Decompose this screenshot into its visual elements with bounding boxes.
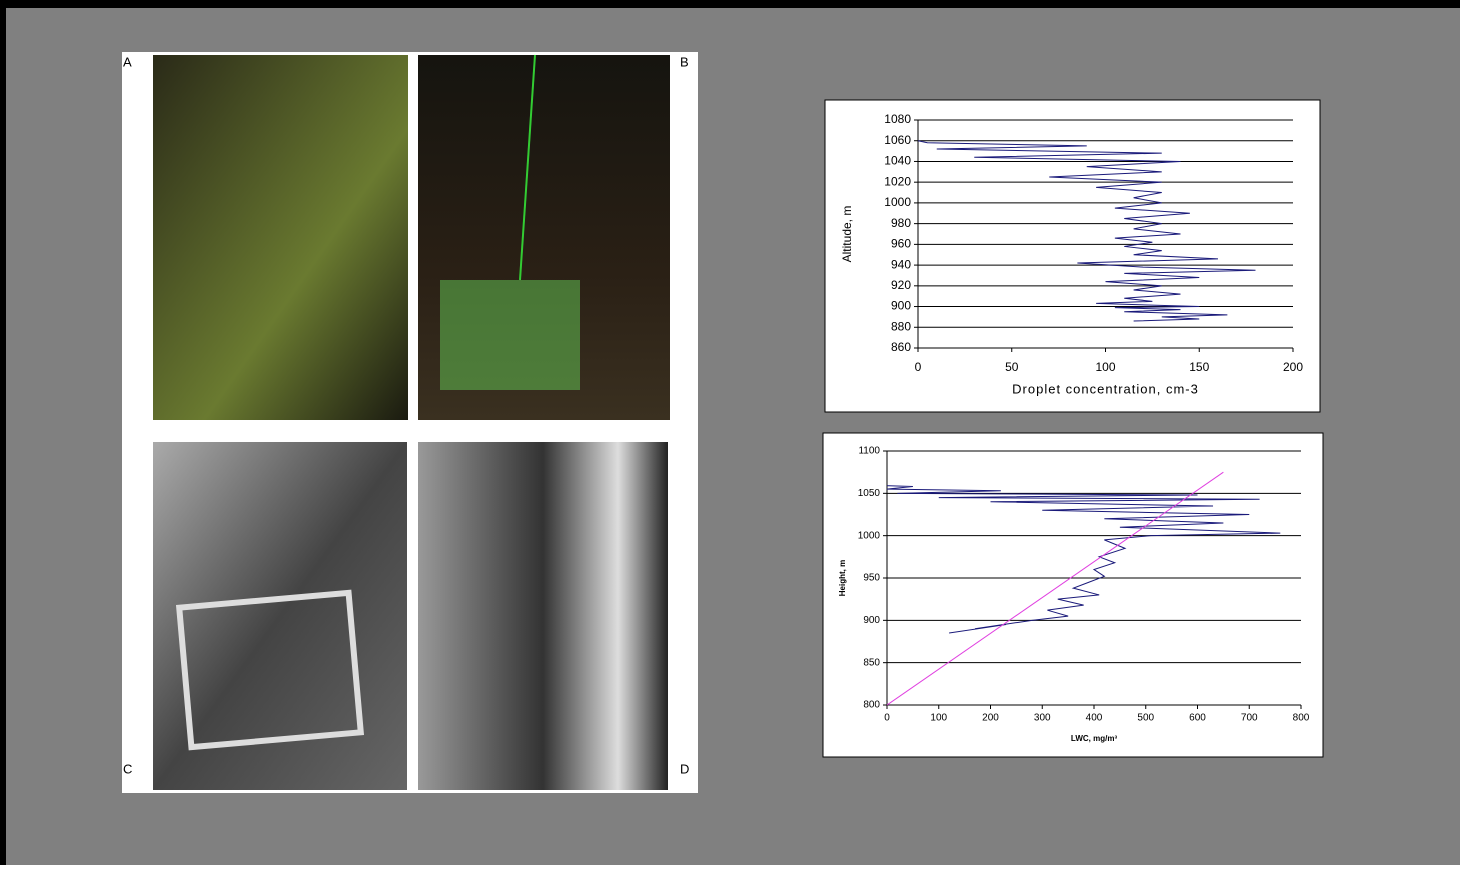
y-tick-label: 800 — [863, 700, 880, 711]
y-tick-label: 960 — [891, 237, 911, 251]
y-axis-label: Altitude, m — [840, 206, 854, 263]
x-tick-label: 400 — [1086, 713, 1103, 724]
y-axis-label: Height, m — [838, 560, 847, 596]
y-tick-label: 1080 — [884, 112, 911, 126]
y-tick-label: 920 — [891, 278, 911, 292]
photo-detail — [440, 280, 580, 390]
panel-label: D — [680, 761, 689, 776]
x-tick-label: 150 — [1189, 360, 1209, 374]
y-tick-label: 880 — [891, 319, 911, 333]
x-tick-label: 300 — [1034, 713, 1051, 724]
x-tick-label: 100 — [1095, 360, 1115, 374]
x-tick-label: 0 — [884, 713, 890, 724]
x-tick-label: 800 — [1293, 713, 1310, 724]
y-tick-label: 1000 — [858, 530, 881, 541]
x-axis-label: Droplet concentration, cm-3 — [1012, 381, 1199, 396]
x-tick-label: 100 — [930, 713, 947, 724]
panel-label: B — [680, 54, 689, 69]
y-tick-label: 850 — [863, 657, 880, 668]
y-tick-label: 950 — [863, 573, 880, 584]
y-tick-label: 1000 — [884, 195, 911, 209]
x-tick-label: 200 — [982, 713, 999, 724]
page: A B C D 86088090092094096098010001020104… — [0, 0, 1460, 865]
y-tick-label: 1050 — [858, 488, 881, 499]
y-tick-label: 940 — [891, 257, 911, 271]
y-tick-label: 1060 — [884, 133, 911, 147]
photo — [153, 55, 408, 420]
x-tick-label: 600 — [1189, 713, 1206, 724]
y-tick-label: 860 — [891, 340, 911, 354]
x-axis-label: LWC, mg/m³ — [1071, 734, 1118, 743]
slide: A B C D 86088090092094096098010001020104… — [0, 0, 1460, 865]
y-tick-label: 980 — [891, 216, 911, 230]
x-tick-label: 700 — [1241, 713, 1258, 724]
x-tick-label: 500 — [1137, 713, 1154, 724]
panel-label: A — [123, 54, 132, 69]
y-tick-label: 1040 — [884, 154, 911, 168]
y-tick-label: 900 — [891, 299, 911, 313]
photo — [418, 442, 668, 790]
x-tick-label: 0 — [915, 360, 922, 374]
x-tick-label: 200 — [1283, 360, 1303, 374]
y-tick-label: 1100 — [858, 446, 880, 457]
panel-label: C — [123, 761, 132, 776]
y-tick-label: 1020 — [884, 174, 911, 188]
chart-box — [823, 433, 1323, 757]
y-tick-label: 900 — [863, 615, 880, 626]
x-tick-label: 50 — [1005, 360, 1019, 374]
